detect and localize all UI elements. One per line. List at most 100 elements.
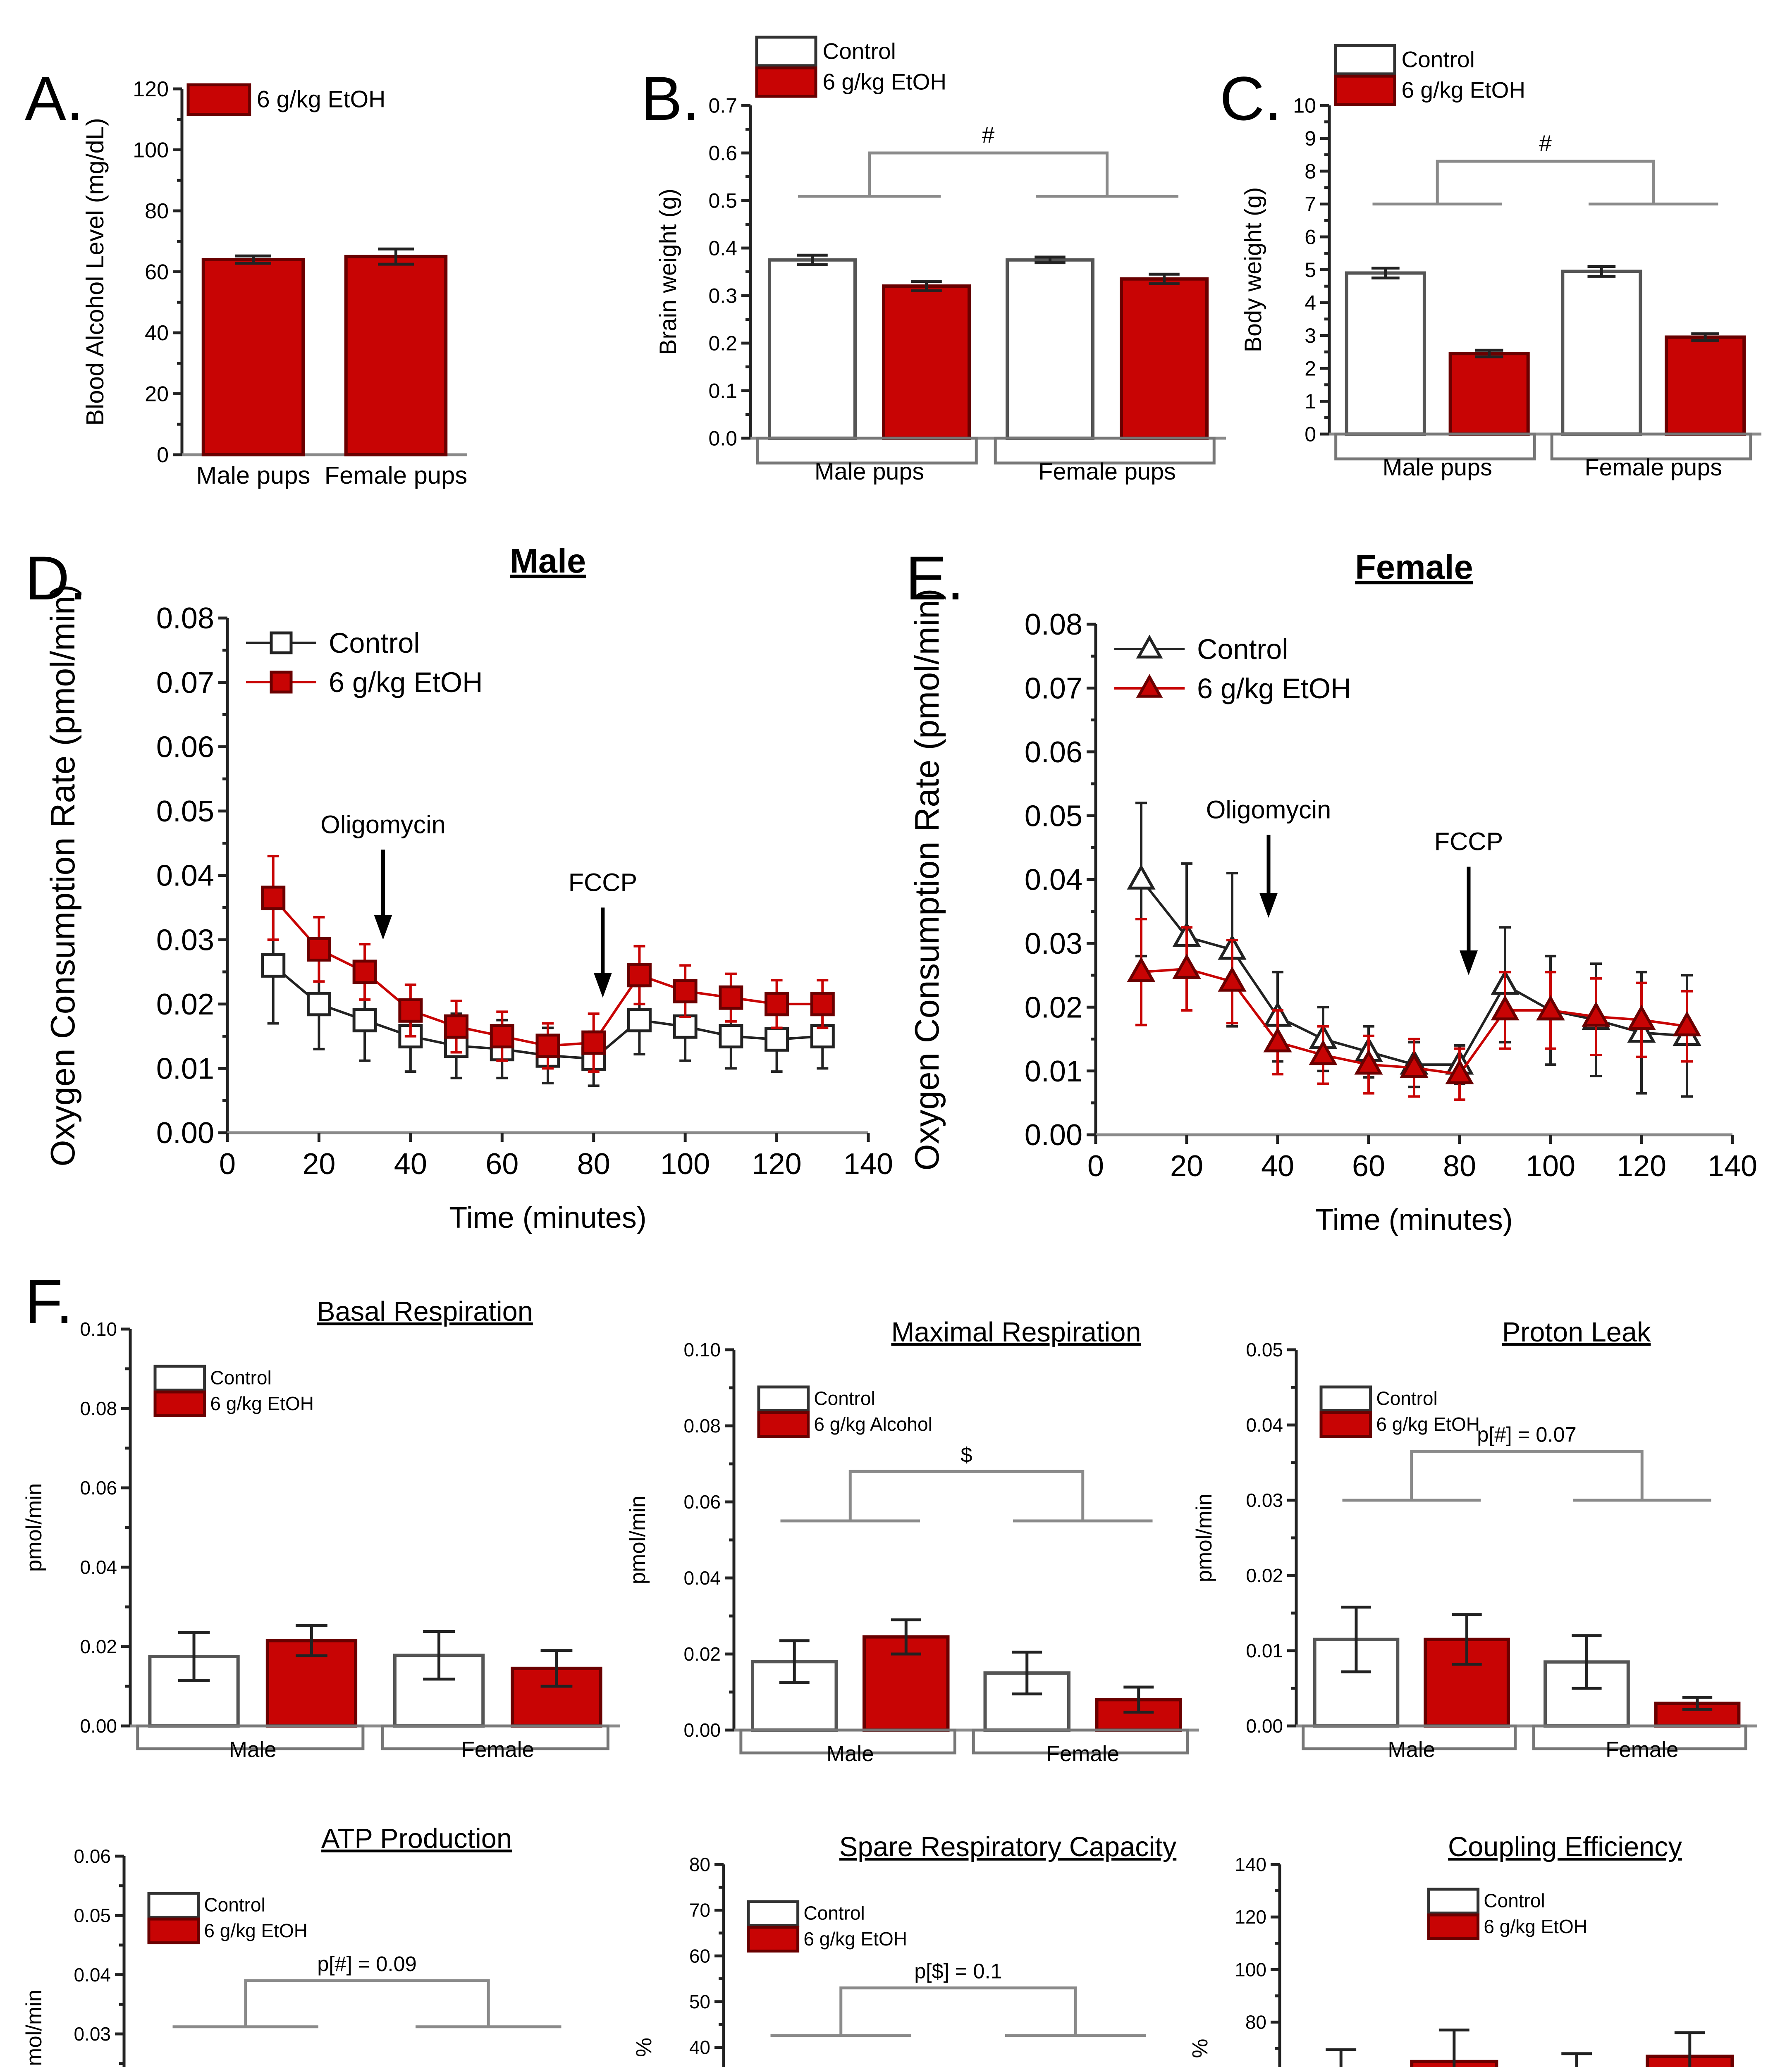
y-tick-label: 0.07	[1025, 672, 1082, 705]
data-point	[1627, 1005, 1656, 1030]
y-tick-label: 0.00	[1025, 1119, 1082, 1152]
data-point	[306, 937, 331, 962]
bar-control	[1561, 270, 1642, 436]
x-tick-label: 20	[302, 1148, 335, 1181]
category-label: Male pups	[196, 461, 311, 489]
legend-label: 6 g/kg EtOH	[823, 69, 947, 95]
y-axis-label: %	[1188, 2038, 1212, 2058]
chart-F2: 0.00 0.02 0.04 0.06 0.08 0.10 pmol/min Male Fema…	[626, 1317, 1199, 1766]
x-tick-label: 120	[752, 1148, 802, 1181]
y-tick-label: 100	[133, 138, 169, 162]
data-point	[1536, 995, 1565, 1021]
y-tick-label: 0.01	[1246, 1640, 1283, 1661]
legend-label: 6 g/kg EtOH	[803, 1928, 907, 1950]
x-tick-label: 60	[1352, 1150, 1385, 1183]
y-tick-label: 60	[145, 260, 169, 284]
category-label: Male pups	[815, 458, 924, 485]
y-tick-label: 0	[157, 443, 169, 467]
y-tick-label: 0.01	[1025, 1055, 1082, 1088]
legend-swatch-control	[747, 1900, 800, 1927]
significance-bracket	[172, 1979, 561, 2029]
category-label: Female	[1047, 1742, 1119, 1766]
bar-control	[1006, 258, 1094, 440]
x-tick-label: 120	[1617, 1150, 1666, 1183]
y-tick-label: 2	[1305, 357, 1316, 380]
y-tick-label: 0.6	[708, 142, 737, 165]
y-tick-label: 0.03	[1025, 927, 1082, 960]
y-tick-label: 80	[1245, 2012, 1266, 2033]
significance-bracket	[780, 1470, 1153, 1523]
arrow-head-icon	[374, 915, 392, 940]
panel-letter: E.	[906, 543, 964, 613]
data-point	[1491, 995, 1520, 1021]
y-axis-label: pmol/min	[22, 1483, 46, 1572]
legend-swatch-control	[147, 1892, 200, 1919]
y-tick-label: 0.08	[156, 602, 214, 635]
y-tick-label: 0.07	[156, 666, 214, 699]
data-point	[719, 1024, 743, 1049]
y-tick-label: 0.04	[80, 1556, 117, 1578]
y-tick-label: 6	[1305, 226, 1316, 249]
y-tick-label: 0.06	[683, 1491, 721, 1513]
legend-label: 6 g/kg EtOH	[1376, 1413, 1480, 1435]
chart-title: Basal Respiration	[317, 1296, 533, 1327]
category-box	[1302, 1724, 1517, 1750]
y-tick-label: 7	[1305, 193, 1316, 216]
chart-F4: 0.000.010.020.030.040.050.06pmol/minMale…	[22, 1824, 561, 2067]
legend-label: 6 g/kg EtOH	[204, 1920, 308, 1941]
y-tick-label: 120	[133, 77, 169, 101]
legend-swatch-etoh	[747, 1926, 800, 1953]
y-tick-label: 0.02	[1246, 1565, 1283, 1586]
data-point	[1263, 1027, 1292, 1053]
x-axis-label: Time (minutes)	[449, 1201, 646, 1234]
y-tick-label: 0.03	[1246, 1489, 1283, 1511]
y-tick-label: 0.02	[683, 1643, 721, 1665]
y-tick-label: 140	[1235, 1854, 1266, 1875]
y-tick-label: 0.08	[1025, 608, 1082, 641]
category-label: Male	[1388, 1738, 1435, 1762]
y-tick-label: 8	[1305, 160, 1316, 183]
y-tick-label: 10	[1293, 94, 1316, 117]
chart-E: 0.00 0.01 0.02 0.03 0.04 0.05 0.06 0.07 0.08 Oxyg…	[908, 548, 1757, 1236]
y-tick-label: 0.00	[80, 1715, 117, 1737]
y-tick-label: 70	[689, 1900, 710, 1921]
significance-bracket	[1372, 160, 1718, 205]
data-point	[261, 886, 286, 910]
chart-title: ATP Production	[321, 1824, 512, 1854]
legend-swatch-etoh	[153, 1390, 206, 1418]
data-point	[673, 1014, 698, 1039]
chart-title: Coupling Efficiency	[1448, 1832, 1682, 1862]
data-point	[306, 992, 331, 1017]
y-axis-label: Oxygen Consumption Rate (pmol/min)	[908, 588, 946, 1170]
data-point	[765, 992, 789, 1017]
chart-title: Female	[1355, 548, 1473, 586]
bar-etoh	[882, 284, 971, 440]
y-tick-label: 60	[1245, 2064, 1266, 2067]
x-tick-label: 20	[1170, 1150, 1203, 1183]
data-point	[1127, 864, 1156, 890]
category-box	[994, 437, 1216, 465]
x-tick-label: 0	[1087, 1150, 1104, 1183]
y-tick-label: 0.5	[708, 189, 737, 212]
y-tick-label: 0.01	[156, 1053, 214, 1086]
chart-D: 0.00 0.01 0.02 0.03 0.04 0.05 0.06 0.07 0.08 Oxyg…	[43, 542, 893, 1234]
legend-label: Control	[1402, 46, 1475, 72]
chart-title: Male	[510, 542, 586, 580]
category-label: Female pups	[325, 461, 468, 489]
significance-label: p[#] = 0.09	[317, 1952, 417, 1976]
bar-control	[768, 258, 857, 440]
legend-label: Control	[329, 628, 420, 659]
significance-label: #	[1539, 130, 1552, 156]
legend-label: 6 g/kg EtOH	[257, 86, 386, 112]
legend-swatch-etoh	[755, 66, 817, 98]
data-point	[1127, 957, 1156, 982]
y-tick-label: 0.04	[1246, 1414, 1283, 1436]
legend-marker	[1136, 635, 1163, 659]
chart-title: Maximal Respiration	[891, 1317, 1141, 1348]
significance-label: p[$] = 0.1	[914, 1960, 1002, 1983]
legend-swatch-control	[153, 1365, 206, 1392]
x-tick-label: 100	[1526, 1150, 1575, 1183]
data-point	[1172, 953, 1201, 979]
category-label: Female	[1606, 1738, 1678, 1762]
